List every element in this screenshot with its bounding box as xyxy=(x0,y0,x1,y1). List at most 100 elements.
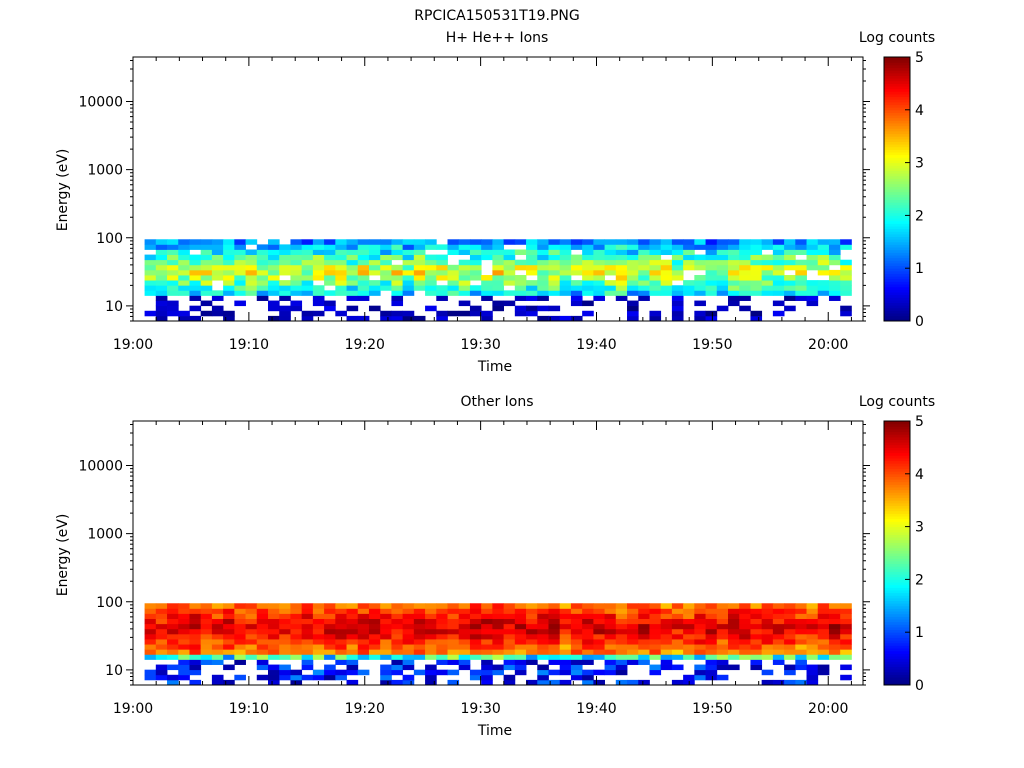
heatmap-cell xyxy=(469,254,482,261)
heatmap-cell xyxy=(694,290,706,296)
heatmap-cell xyxy=(335,259,347,266)
heatmap-cell xyxy=(828,275,841,281)
heatmap-cell xyxy=(301,674,314,681)
heatmap-cell xyxy=(728,244,740,250)
colorbar-segment xyxy=(884,260,910,264)
heatmap-cell xyxy=(683,239,695,245)
heatmap-cell xyxy=(167,300,179,307)
heatmap-cell xyxy=(167,679,179,686)
heatmap-cell xyxy=(458,269,471,276)
heatmap-cell xyxy=(256,603,269,609)
x-tick-label: 19:00 xyxy=(113,701,153,717)
heatmap-cell xyxy=(671,300,684,307)
heatmap-cell xyxy=(683,264,695,271)
heatmap-cell xyxy=(806,618,819,625)
heatmap-cell xyxy=(694,633,706,640)
heatmap-cell xyxy=(559,290,572,296)
heatmap-cell xyxy=(279,259,291,266)
heatmap-cell xyxy=(268,269,280,276)
heatmap-cell xyxy=(694,280,706,286)
heatmap-cell xyxy=(638,244,650,250)
colorbar-segment xyxy=(884,436,910,440)
heatmap-cell xyxy=(537,244,549,250)
colorbar-segment xyxy=(884,202,910,206)
heatmap-cell xyxy=(268,259,280,266)
heatmap-cell xyxy=(570,669,583,676)
heatmap-cell xyxy=(806,633,819,640)
heatmap-cell xyxy=(368,254,381,261)
heatmap-cell xyxy=(458,244,471,250)
heatmap-cell xyxy=(537,618,549,625)
heatmap-cell xyxy=(840,623,852,630)
heatmap-cell xyxy=(739,295,751,301)
heatmap-cell xyxy=(436,618,448,625)
colorbar-segment xyxy=(884,671,910,675)
heatmap-cell xyxy=(514,613,527,619)
colorbar-tick-label: 2 xyxy=(915,572,924,588)
heatmap-cell xyxy=(290,305,303,312)
heatmap-cell xyxy=(481,310,493,317)
heatmap-cell xyxy=(660,275,673,281)
heatmap-cell xyxy=(211,310,224,317)
heatmap-cell xyxy=(155,608,168,614)
heatmap-cell xyxy=(604,244,617,250)
heatmap-cell xyxy=(671,310,684,317)
heatmap-cell xyxy=(671,285,684,291)
colorbar-segment xyxy=(884,244,910,248)
heatmap-cell xyxy=(268,239,280,245)
heatmap-cell xyxy=(795,628,807,635)
heatmap-cell xyxy=(660,290,673,296)
heatmap-cell xyxy=(234,285,246,291)
heatmap-cell xyxy=(627,623,639,630)
heatmap-cell xyxy=(357,628,370,635)
heatmap-cell xyxy=(391,295,404,301)
heatmap-cell xyxy=(223,633,235,640)
y-tick-label: 10000 xyxy=(78,459,123,475)
x-tick-label: 20:00 xyxy=(808,337,848,353)
heatmap-cell xyxy=(559,315,572,322)
heatmap-cell xyxy=(795,664,807,671)
heatmap-cell xyxy=(828,269,841,276)
heatmap-cell xyxy=(627,603,639,609)
panel-title: Other Ions xyxy=(460,394,533,410)
heatmap-cell xyxy=(200,254,213,261)
heatmap-cell xyxy=(548,623,561,630)
colorbar-segment xyxy=(884,220,910,224)
heatmap-cell xyxy=(705,654,718,660)
heatmap-cell xyxy=(582,259,594,266)
heatmap-cell xyxy=(627,249,639,255)
heatmap-cell xyxy=(503,290,516,296)
heatmap-cell xyxy=(391,679,404,686)
heatmap-cell xyxy=(155,623,168,630)
heatmap-cell xyxy=(559,633,572,640)
heatmap-cell xyxy=(234,290,246,296)
heatmap-cell xyxy=(211,290,224,296)
heatmap-cell xyxy=(840,244,852,250)
heatmap-cell xyxy=(593,608,605,614)
heatmap-cell xyxy=(683,639,695,645)
heatmap-cell xyxy=(256,275,269,281)
heatmap-cell xyxy=(301,275,314,281)
heatmap-cell xyxy=(638,264,650,271)
heatmap-cell xyxy=(492,290,505,296)
heatmap-cell xyxy=(268,244,280,250)
heatmap-cell xyxy=(559,618,572,625)
heatmap-cell xyxy=(312,654,325,660)
heatmap-cell xyxy=(615,264,628,271)
colorbar-tick-label: 5 xyxy=(915,414,924,430)
heatmap-cell xyxy=(167,623,179,630)
heatmap-cell xyxy=(481,623,493,630)
heatmap-cell xyxy=(481,679,493,686)
heatmap-cell xyxy=(828,244,841,250)
heatmap-cell xyxy=(660,603,673,609)
heatmap-cell xyxy=(649,639,662,645)
heatmap-cell xyxy=(772,239,785,245)
heatmap-cell xyxy=(716,254,729,261)
colorbar-segment xyxy=(884,516,910,520)
colorbar-segment xyxy=(884,72,910,76)
heatmap-cell xyxy=(256,295,269,301)
heatmap-cell xyxy=(772,275,785,281)
heatmap-cell xyxy=(728,254,740,261)
heatmap-cell xyxy=(245,249,258,255)
heatmap-cell xyxy=(335,608,347,614)
